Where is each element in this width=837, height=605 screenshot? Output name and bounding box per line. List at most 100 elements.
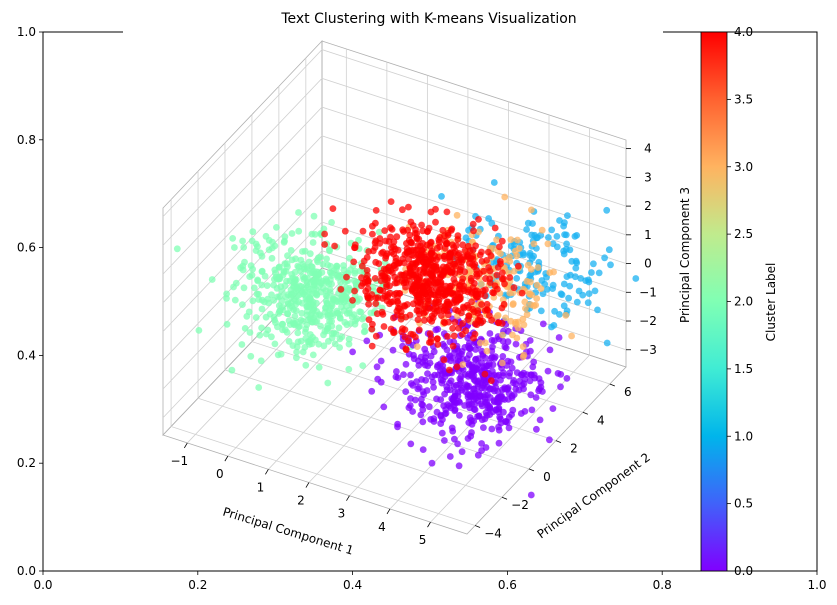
cluster-1-point (607, 261, 614, 269)
cluster-4-point (329, 205, 337, 213)
cluster-4-point (394, 246, 402, 254)
cluster-4-point (415, 272, 422, 280)
cluster-0-point (458, 448, 466, 456)
cluster-0-point (459, 356, 467, 363)
colorbar-tick-label: 1.0 (734, 429, 753, 443)
z-grid-line (162, 106, 627, 275)
cluster-2-point (262, 313, 270, 321)
cluster-0-point (430, 384, 437, 391)
z-axis-tick-label: 4 (644, 142, 652, 156)
cluster-0-point (419, 358, 427, 366)
cluster-1-point (539, 290, 547, 298)
cluster-0-point (536, 416, 544, 424)
colorbar-tick-label: 0.0 (734, 564, 753, 578)
cluster-4-point (368, 342, 376, 350)
cluster-4-point (371, 275, 379, 282)
cluster-1-point (577, 275, 585, 282)
cluster-2-point (208, 276, 216, 283)
cluster-0-point (427, 416, 435, 423)
cluster-0-point (472, 346, 479, 353)
cluster-4-point (431, 310, 438, 317)
cluster-2-point (232, 279, 240, 287)
cluster-0-point (532, 394, 540, 401)
cluster-4-point (454, 251, 462, 259)
cluster-2-point (270, 297, 278, 304)
3d-axis-ticks: −1 0 1 2 3 4 5 −4 −2 0 2 4 6 4 3 2 1 0 −1 −2 −3 (170, 142, 656, 547)
cluster-4-point (451, 318, 459, 326)
cluster-0-point (489, 343, 496, 351)
cluster-0-point (402, 360, 410, 368)
cluster-0-point (502, 418, 510, 425)
cluster-2-point (312, 277, 319, 285)
z-grid-line (162, 49, 627, 217)
cluster-4-point (474, 307, 482, 315)
cluster-3-point (530, 240, 538, 248)
cluster-4-point (364, 272, 371, 279)
cluster-2-point (338, 333, 346, 341)
cluster-1-point (584, 299, 592, 307)
y-grid-line (224, 142, 530, 470)
cluster-3-point (523, 277, 531, 285)
cluster-2-point (302, 361, 310, 369)
cluster-0-point (484, 404, 492, 412)
cluster-0-point (533, 425, 540, 433)
cluster-2-point (308, 230, 316, 238)
cluster-2-point (327, 304, 334, 312)
cluster-2-point (305, 296, 312, 304)
cluster-0-point (505, 424, 513, 432)
cluster-4-point (387, 224, 394, 232)
cluster-0-point (468, 421, 476, 428)
cluster-4-point (488, 316, 495, 324)
cluster-3-point (509, 300, 517, 308)
cluster-2-point (258, 252, 266, 260)
cluster-4-point (412, 289, 419, 297)
cluster-2-point (269, 238, 276, 246)
cluster-2-point (302, 325, 310, 333)
cluster-0-point (380, 403, 388, 411)
cluster-4-point (445, 262, 453, 270)
cluster-0-point (373, 363, 381, 371)
cluster-4-point (385, 267, 392, 275)
cluster-0-point (504, 338, 512, 346)
cluster-0-point (516, 377, 523, 385)
cluster-0-point (400, 371, 407, 378)
cluster-2-point (265, 299, 272, 307)
cluster-0-point (456, 375, 464, 383)
cluster-4-point (363, 267, 371, 274)
cluster-0-point (437, 396, 445, 403)
cluster-1-point (524, 219, 532, 227)
cluster-2-point (306, 315, 314, 323)
y-axis-tick (555, 440, 562, 443)
cluster-2-point (273, 284, 281, 292)
cluster-1-point (572, 257, 580, 265)
cluster-2-point (243, 313, 251, 320)
cluster-2-point (241, 325, 249, 332)
cluster-0-point (418, 376, 425, 383)
cluster-2-point (297, 316, 305, 324)
cluster-2-point (282, 293, 290, 301)
cluster-4-point (468, 298, 475, 306)
cluster-4-point (483, 306, 491, 313)
cluster-1-point (543, 286, 551, 293)
cluster-0-point (504, 384, 512, 392)
cluster-0-point (501, 343, 509, 351)
cluster-0-point (455, 398, 463, 405)
cluster-0-point (363, 337, 371, 345)
cluster-3-point (544, 240, 552, 248)
cluster-3-point (523, 311, 531, 318)
cluster-1-point (588, 269, 595, 276)
bg-x-tick-label: 0.2 (188, 578, 207, 592)
cluster-0-point (495, 439, 503, 447)
x-axis-tick (265, 469, 269, 475)
cluster-2-point (343, 302, 350, 310)
cluster-4-point (363, 254, 371, 261)
cluster-4-point (514, 262, 522, 270)
cluster-4-point (472, 290, 480, 298)
cluster-0-point (505, 389, 513, 397)
cluster-2-point (295, 227, 303, 235)
cluster-0-point (527, 391, 535, 399)
cluster-4-point (482, 275, 489, 282)
cluster-3-point (513, 334, 521, 342)
cluster-0-point (557, 371, 565, 378)
cluster-2-point (325, 337, 332, 345)
